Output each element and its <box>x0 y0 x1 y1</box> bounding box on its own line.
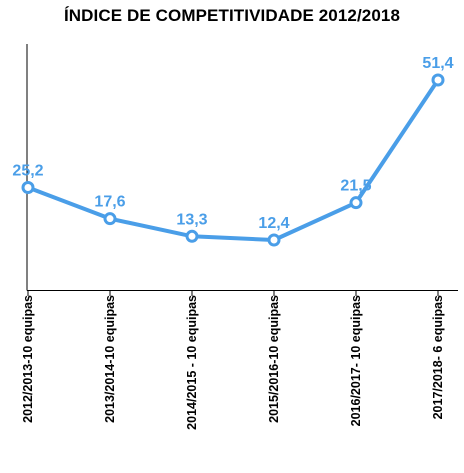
x-tick-label: 2016/2017- 10 equipas <box>349 295 363 426</box>
data-label: 25,2 <box>12 162 43 179</box>
x-tick-label: 2012/2013-10 equipas <box>21 295 35 423</box>
x-tick-label: 2017/2018- 6 equipas <box>431 295 445 419</box>
data-point <box>431 73 445 87</box>
data-point <box>21 180 35 194</box>
x-tick-label: 2014/2015 - 10 equipas <box>185 295 199 430</box>
data-point <box>103 212 117 226</box>
x-tick-label: 2013/2014-10 equipas <box>103 295 117 423</box>
data-point <box>349 196 363 210</box>
data-point <box>267 233 281 247</box>
data-label: 51,4 <box>422 55 453 72</box>
chart-title: ÍNDICE DE COMPETITIVIDADE 2012/2018 <box>63 6 401 25</box>
data-label: 12,4 <box>258 215 289 232</box>
data-label: 13,3 <box>176 211 207 228</box>
data-label: 21,5 <box>340 178 371 195</box>
series-line <box>26 78 440 242</box>
x-tick-label: 2015/2016-10 equipas <box>267 295 281 423</box>
data-point <box>185 229 199 243</box>
data-label: 17,6 <box>94 194 125 211</box>
